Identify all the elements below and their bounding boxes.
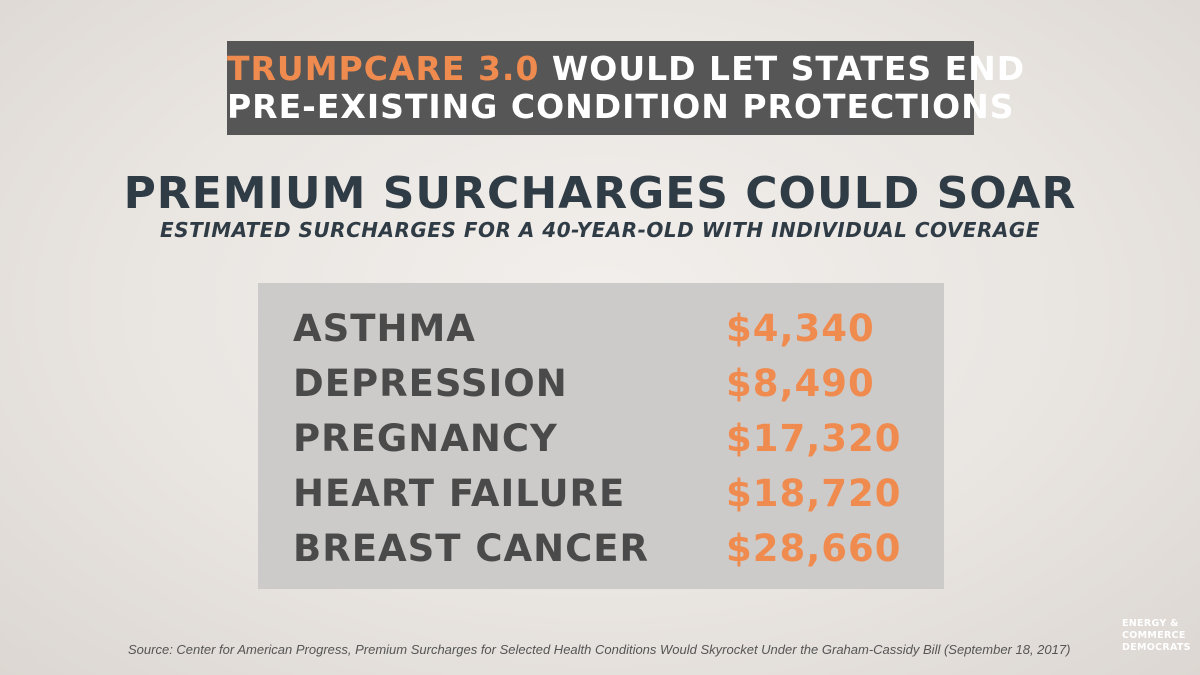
condition-amount: $18,720 [726, 472, 902, 515]
logo-line-2: COMMERCE [1122, 630, 1186, 641]
subheadline: ESTIMATED SURCHARGES FOR A 40-YEAR-OLD W… [160, 218, 1040, 242]
banner-line-1: TRUMPCARE 3.0 WOULD LET STATES END [227, 49, 1024, 88]
logo-line-1: ENERGY & [1122, 618, 1179, 629]
condition-row: PREGNANCY $17,320 [258, 417, 944, 473]
energy-commerce-democrats-logo: ENERGY & COMMERCE DEMOCRATS [1122, 618, 1191, 654]
banner-accent: TRUMPCARE 3.0 [227, 49, 540, 88]
condition-row: ASTHMA $4,340 [258, 307, 944, 363]
condition-name: BREAST CANCER [293, 527, 650, 570]
banner-line-2: PRE-EXISTING CONDITION PROTECTIONS [227, 87, 1015, 126]
condition-row: HEART FAILURE $18,720 [258, 472, 944, 528]
condition-row: DEPRESSION $8,490 [258, 362, 944, 418]
source-citation: Source: Center for American Progress, Pr… [128, 642, 1071, 657]
headline: PREMIUM SURCHARGES COULD SOAR [123, 168, 1077, 219]
title-banner: TRUMPCARE 3.0 WOULD LET STATES END PRE-E… [227, 41, 1024, 135]
logo-line-3: DEMOCRATS [1122, 642, 1191, 653]
condition-name: PREGNANCY [293, 417, 558, 460]
condition-name: ASTHMA [293, 307, 476, 350]
condition-amount: $17,320 [726, 417, 902, 460]
condition-amount: $28,660 [726, 527, 902, 570]
surcharge-panel: ASTHMA $4,340 DEPRESSION $8,490 PREGNANC… [258, 283, 944, 589]
condition-name: HEART FAILURE [293, 472, 626, 515]
condition-row: BREAST CANCER $28,660 [258, 527, 944, 583]
condition-amount: $8,490 [726, 362, 875, 405]
condition-name: DEPRESSION [293, 362, 568, 405]
banner-line-1-rest: WOULD LET STATES END [539, 49, 1026, 88]
condition-amount: $4,340 [726, 307, 875, 350]
